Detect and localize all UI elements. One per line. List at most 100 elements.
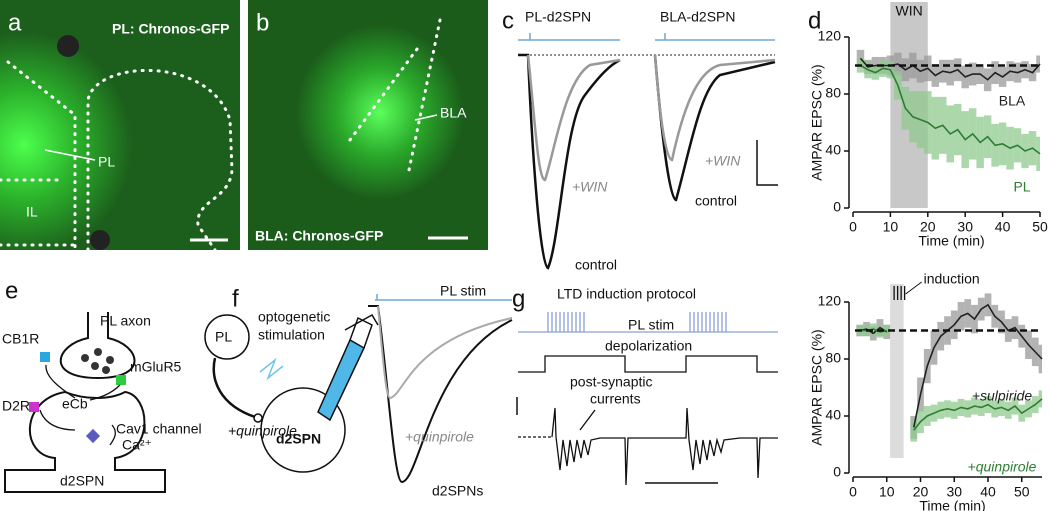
- arrow: [39, 364, 121, 446]
- label: mGluR5: [130, 359, 182, 375]
- label: currents: [590, 391, 641, 407]
- label: PL stim: [628, 317, 674, 333]
- image-title: BLA: Chronos-GFP: [255, 228, 383, 244]
- pointer: [44, 149, 96, 161]
- x-tick-label: 20: [913, 484, 929, 500]
- label: Ca²⁺: [122, 437, 152, 453]
- x-axis-label: Time (min): [919, 498, 985, 511]
- x-tick-label: 10: [883, 219, 899, 235]
- axon: [212, 357, 256, 419]
- trace: [518, 53, 621, 270]
- pointer: [414, 114, 438, 121]
- x-tick-label: 20: [920, 219, 936, 235]
- artifact: [90, 230, 110, 250]
- error-band: [1036, 55, 1040, 73]
- error-band: [1038, 390, 1042, 408]
- light: [259, 357, 284, 381]
- y-axis-label: AMPAR EPSC (%): [809, 64, 825, 180]
- y-tick-label: 120: [818, 293, 842, 309]
- pipette: [317, 338, 365, 422]
- shaded-period: [890, 284, 904, 458]
- panel-f: f PL optogenetic stimulation +quinpirole…: [204, 283, 513, 499]
- diagram-labels: PL optogenetic stimulation +quinpirole d…: [215, 283, 486, 499]
- series-label: PL: [1013, 179, 1030, 195]
- trace-title: BLA-d2SPN: [660, 9, 735, 25]
- x-tick-label: 40: [980, 484, 996, 500]
- artifact: [57, 35, 79, 57]
- trace: [653, 54, 776, 162]
- label: PL stim: [440, 283, 486, 299]
- y-tick-label: 0: [833, 199, 841, 215]
- panel-label: a: [8, 9, 22, 36]
- annotation: +WIN: [572, 179, 608, 195]
- x-tick-label: 50: [1032, 219, 1048, 235]
- x-tick-label: 30: [946, 484, 962, 500]
- diagram-labels: PL axon CB1R mGluR5 D2R eCb Cav1 channel…: [2, 313, 202, 489]
- pipette: [344, 313, 379, 349]
- cell: [260, 387, 346, 473]
- label: d2SPN: [60, 473, 104, 489]
- x-tick-label: 40: [995, 219, 1011, 235]
- region-label: PL: [98, 154, 115, 170]
- receptor: [40, 352, 50, 362]
- region-label: BLA: [440, 105, 467, 121]
- label: stimulation: [258, 327, 325, 343]
- boundary: [0, 60, 234, 252]
- series-line: [859, 303, 1043, 428]
- panel-e: e PL axon CB1R mGluR5 D2R eCb Cav1 chann…: [2, 277, 202, 493]
- panel-b: b BLA BLA: Chronos-GFP: [248, 0, 488, 250]
- stim-line: [518, 33, 775, 41]
- series-label: +quinpirole: [968, 459, 1037, 475]
- receptor: [116, 375, 126, 385]
- label: optogenetic: [258, 309, 330, 325]
- x-tick-label: 50: [1014, 484, 1030, 500]
- error-band: [1038, 344, 1042, 374]
- series-line: [860, 64, 1041, 155]
- image-title: PL: Chronos-GFP: [112, 21, 229, 37]
- label: post-synaptic: [570, 374, 652, 390]
- label: CB1R: [2, 331, 39, 347]
- label: D2R: [2, 398, 30, 414]
- trace: [526, 54, 621, 182]
- y-tick-label: 80: [825, 85, 841, 101]
- trace: [368, 305, 513, 484]
- annotation: +WIN: [705, 153, 741, 169]
- label: PL axon: [100, 313, 151, 329]
- scale-bar: [756, 140, 778, 186]
- micrograph: [248, 0, 488, 250]
- error-band: [1036, 136, 1040, 171]
- panel-g: g LTD induction protocol PL stim depolar…: [512, 285, 778, 486]
- cell: [204, 314, 250, 360]
- vesicles: [81, 348, 114, 374]
- micrograph: [0, 0, 240, 250]
- panel-label: f: [232, 285, 239, 312]
- trace: [377, 305, 513, 400]
- series-label: +sulpiride: [972, 388, 1033, 404]
- protocol-title: LTD induction protocol: [557, 286, 696, 302]
- shade-label: induction: [924, 271, 980, 287]
- panel-c: c PL-d2SPN BLA-d2SPN +WIN control +WIN c…: [502, 7, 778, 273]
- label: eCb: [62, 396, 88, 412]
- x-axis-label: Time (min): [918, 233, 984, 249]
- axon-terminal: [59, 312, 136, 380]
- pointer: [579, 409, 596, 431]
- receptor: [29, 402, 39, 412]
- trace: [551, 407, 778, 486]
- panel-label: c: [502, 7, 514, 34]
- protocol-labels: PL stim depolarization post-synaptic cur…: [570, 317, 692, 407]
- boundary: [348, 18, 442, 177]
- terminal: [253, 413, 263, 423]
- x-tick-label: 10: [879, 484, 895, 500]
- label: Cav1 channel: [116, 421, 202, 437]
- y-tick-label: 80: [825, 350, 841, 366]
- annotation: control: [575, 257, 617, 273]
- spine: [4, 390, 166, 493]
- panel-label: g: [512, 285, 525, 312]
- panel-label: e: [5, 277, 18, 304]
- x-tick-label: 0: [849, 219, 857, 235]
- stim-line: [375, 294, 512, 301]
- panel-label: d: [808, 7, 821, 34]
- label: depolarization: [605, 338, 692, 354]
- y-tick-label: 40: [825, 142, 841, 158]
